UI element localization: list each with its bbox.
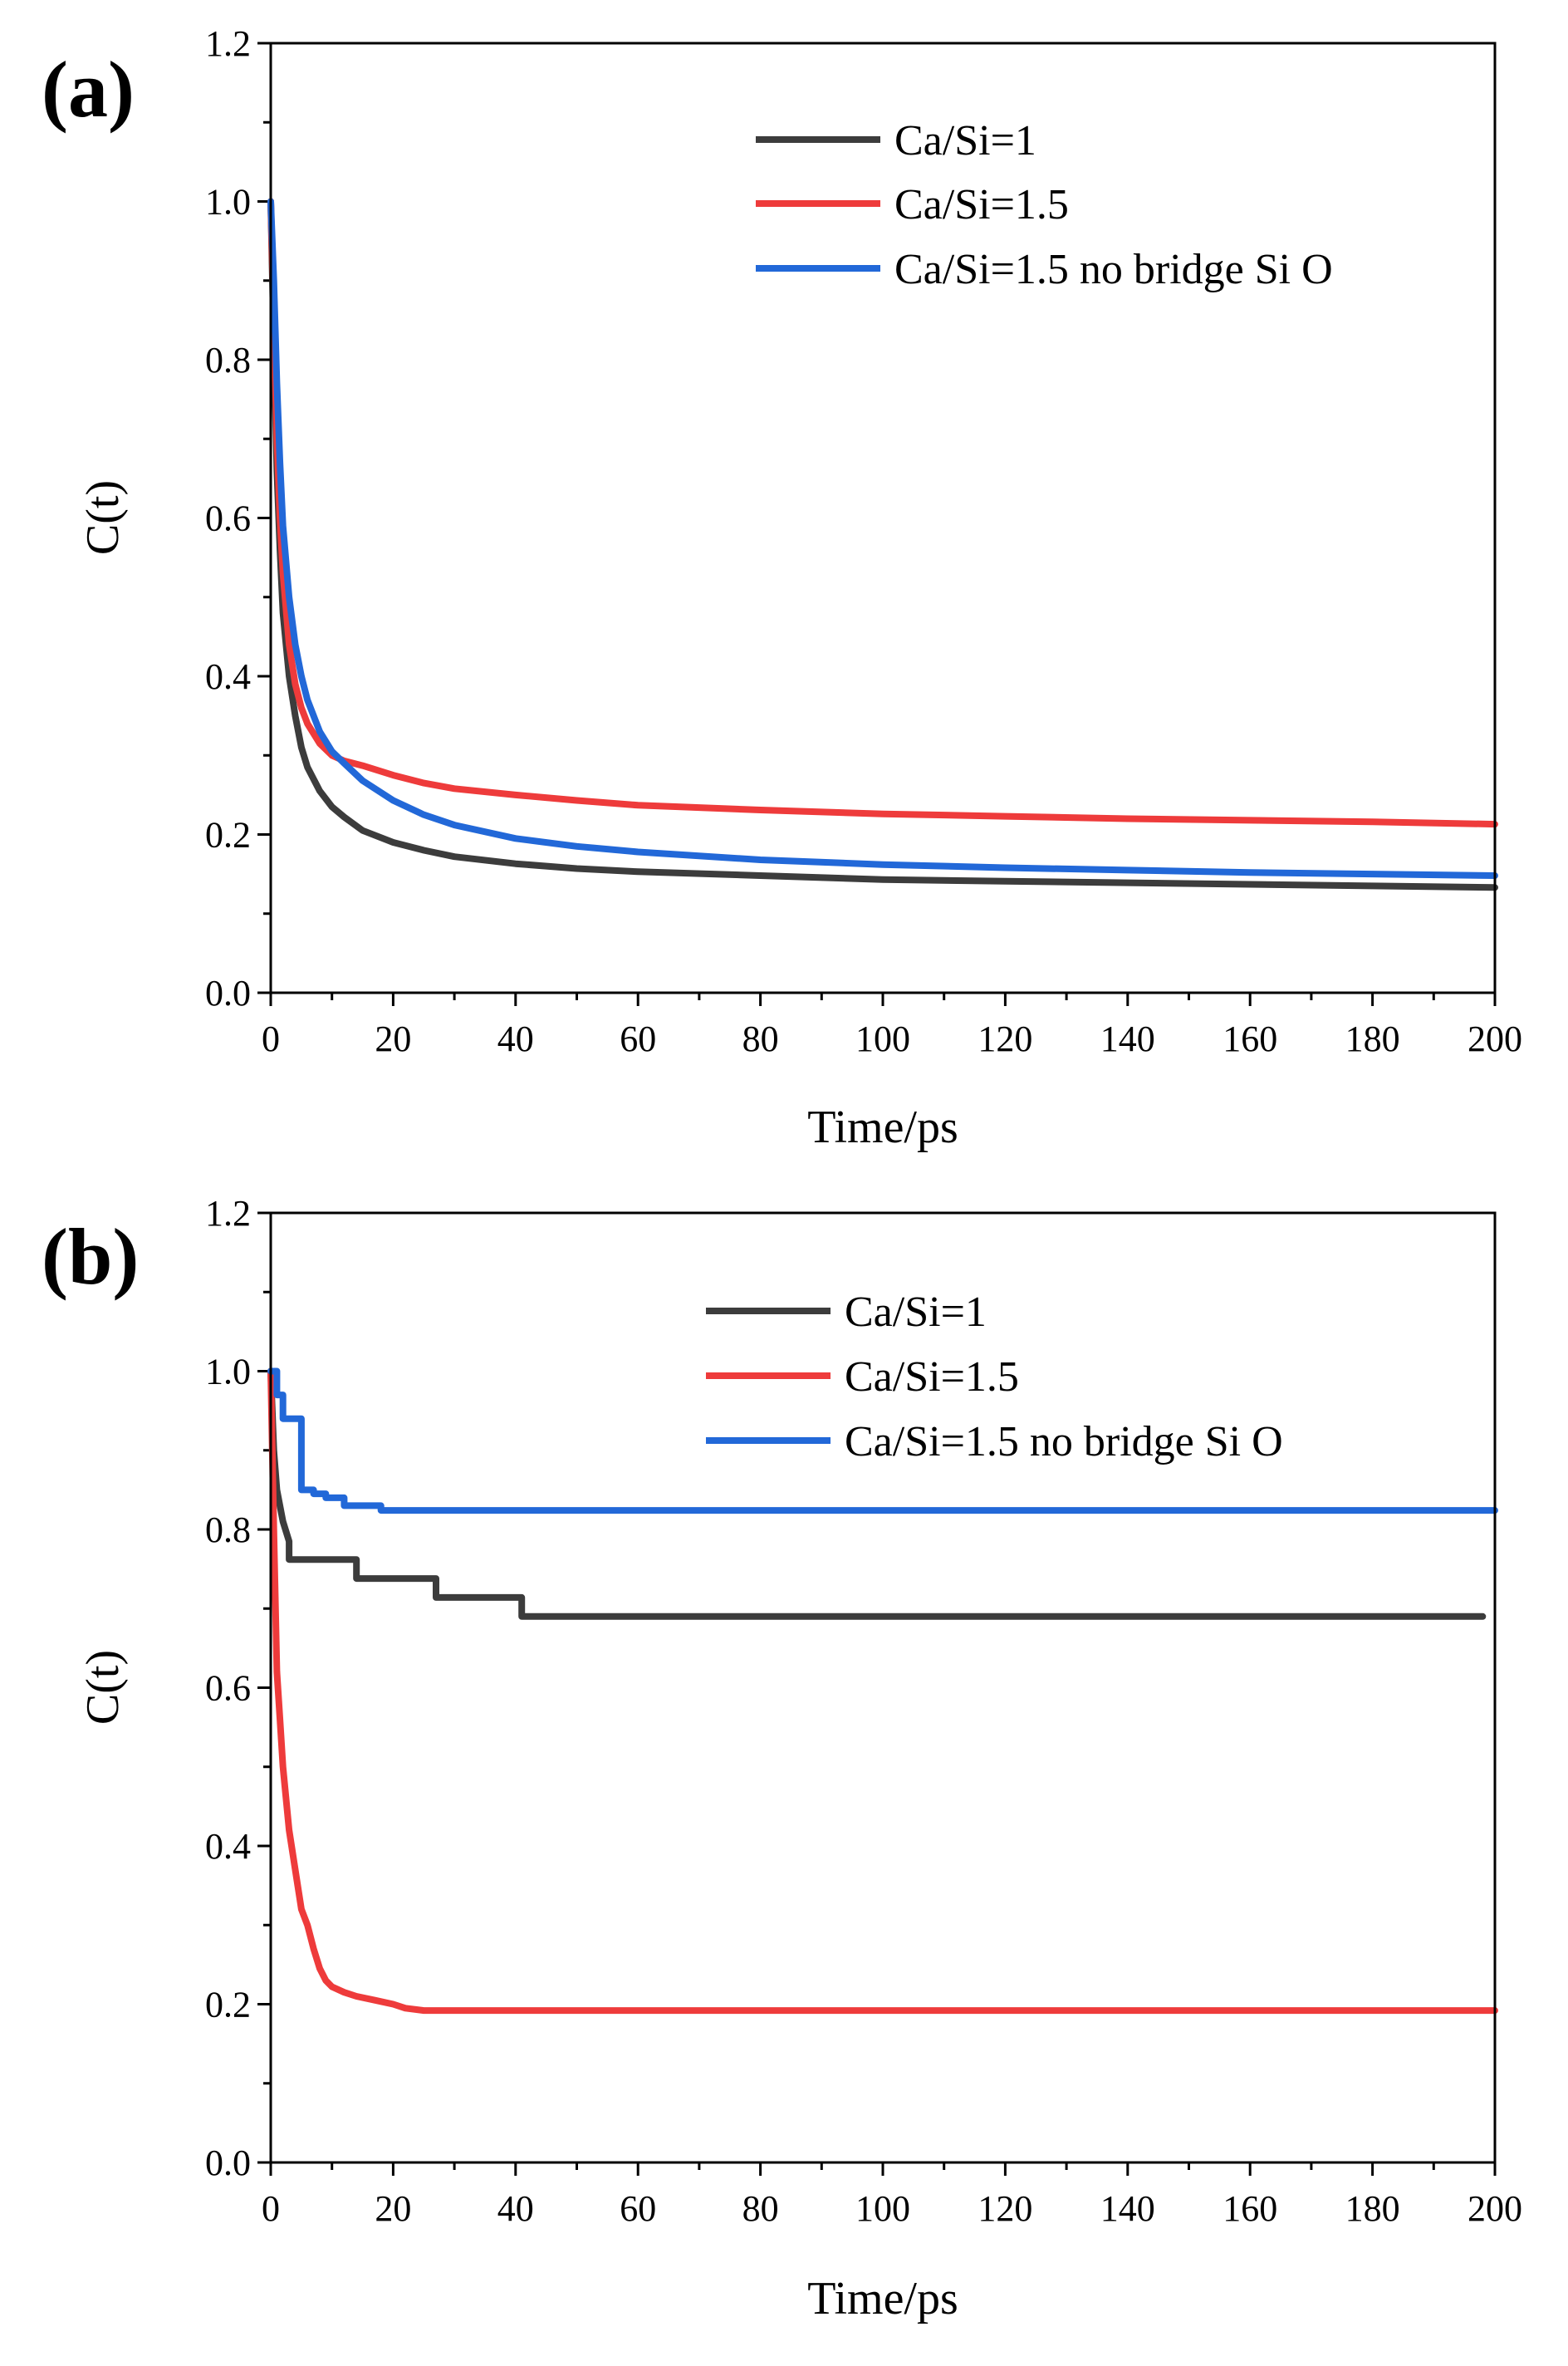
y-tick-label: 1.2	[205, 1193, 251, 1234]
legend-label-ca-si-1-5: Ca/Si=1.5	[894, 181, 1069, 228]
panel-b-y-tick-labels: 0.0 0.2 0.4 0.6 0.8 1.0 1.2	[205, 1193, 251, 2183]
panel-b: (b) 0.0 0.2 0.4 0.6 0.8 1.0 1.2 0 20 40 60 80 100 12…	[42, 1193, 1522, 2324]
x-tick-label: 0	[262, 1019, 280, 1059]
panel-b-plot-frame	[269, 1211, 1497, 2164]
legend-label-ca-si-1-5: Ca/Si=1.5	[845, 1353, 1019, 1401]
panel-b-y-axis-label: C(t)	[77, 1650, 129, 1725]
y-tick-label: 1.2	[205, 23, 251, 64]
legend-label-ca-si-1: Ca/Si=1	[845, 1289, 987, 1336]
panel-a-y-tick-labels: 0.0 0.2 0.4 0.6 0.8 1.0 1.2	[205, 23, 251, 1014]
panel-a-series	[267, 198, 1498, 891]
x-tick-label: 20	[375, 1019, 411, 1059]
panel-b-series	[267, 1367, 1498, 2015]
panel-b-x-tick-labels: 0 20 40 60 80 100 120 140 160 180 200	[262, 2188, 1522, 2229]
y-tick-label: 1.0	[205, 182, 251, 223]
series-line-ca-si-1-5-no-bridge	[267, 1367, 1498, 1514]
series-line-ca-si-1-5	[267, 1367, 1498, 2015]
legend-label-ca-si-1-5-no-bridge: Ca/Si=1.5 no bridge Si O	[845, 1418, 1283, 1465]
y-tick-label: 0.6	[205, 1668, 251, 1709]
x-tick-label: 200	[1468, 1019, 1522, 1059]
x-tick-label: 20	[375, 2188, 411, 2229]
series-line-ca-si-1	[267, 1367, 1487, 1620]
series-line-ca-si-1-5-no-bridge	[267, 198, 1498, 879]
y-tick-label: 0.0	[205, 973, 251, 1014]
panel-a-label: (a)	[42, 45, 135, 134]
x-tick-label: 180	[1345, 1019, 1400, 1059]
x-tick-label: 100	[855, 1019, 910, 1059]
x-tick-label: 0	[262, 2188, 280, 2229]
x-tick-label: 60	[620, 2188, 656, 2229]
series-line-ca-si-1	[267, 198, 1498, 891]
panel-b-label: (b)	[42, 1212, 139, 1301]
y-tick-label: 0.0	[205, 2143, 251, 2183]
y-tick-label: 0.8	[205, 340, 251, 380]
panel-a-y-axis-label: C(t)	[77, 480, 129, 555]
panel-a-x-axis-label: Time/ps	[807, 1102, 958, 1153]
x-tick-label: 120	[978, 2188, 1032, 2229]
panel-a: (a) 0.0 0.2 0.4 0.6 0.8 1.0 1.2 0 20 40 60 80 100 12…	[42, 23, 1522, 1153]
panel-a-legend: Ca/Si=1 Ca/Si=1.5 Ca/Si=1.5 no bridge Si…	[756, 117, 1333, 293]
panel-a-x-tick-labels: 0 20 40 60 80 100 120 140 160 180 200	[262, 1019, 1522, 1059]
panel-a-plot-frame	[269, 42, 1497, 994]
y-tick-label: 0.4	[205, 656, 251, 697]
x-tick-label: 100	[855, 2188, 910, 2229]
panel-b-legend: Ca/Si=1 Ca/Si=1.5 Ca/Si=1.5 no bridge Si…	[706, 1289, 1283, 1465]
y-tick-label: 0.4	[205, 1826, 251, 1867]
x-tick-label: 40	[497, 1019, 534, 1059]
x-tick-label: 140	[1100, 1019, 1155, 1059]
x-tick-label: 80	[742, 1019, 779, 1059]
x-tick-label: 60	[620, 1019, 656, 1059]
legend-label-ca-si-1-5-no-bridge: Ca/Si=1.5 no bridge Si O	[894, 246, 1333, 293]
panel-b-ticks	[257, 1211, 1497, 2176]
legend-label-ca-si-1: Ca/Si=1	[894, 117, 1036, 164]
series-line-ca-si-1-5	[267, 198, 1498, 828]
x-tick-label: 40	[497, 2188, 534, 2229]
y-tick-label: 0.2	[205, 815, 251, 856]
x-tick-label: 200	[1468, 2188, 1522, 2229]
y-tick-label: 0.2	[205, 1985, 251, 2025]
x-tick-label: 80	[742, 2188, 779, 2229]
x-tick-label: 160	[1223, 1019, 1277, 1059]
x-tick-label: 180	[1345, 2188, 1400, 2229]
x-tick-label: 160	[1223, 2188, 1277, 2229]
y-tick-label: 0.8	[205, 1509, 251, 1550]
y-tick-label: 1.0	[205, 1352, 251, 1392]
panel-b-x-axis-label: Time/ps	[807, 2273, 958, 2324]
x-tick-label: 120	[978, 1019, 1032, 1059]
x-tick-label: 140	[1100, 2188, 1155, 2229]
y-tick-label: 0.6	[205, 498, 251, 539]
